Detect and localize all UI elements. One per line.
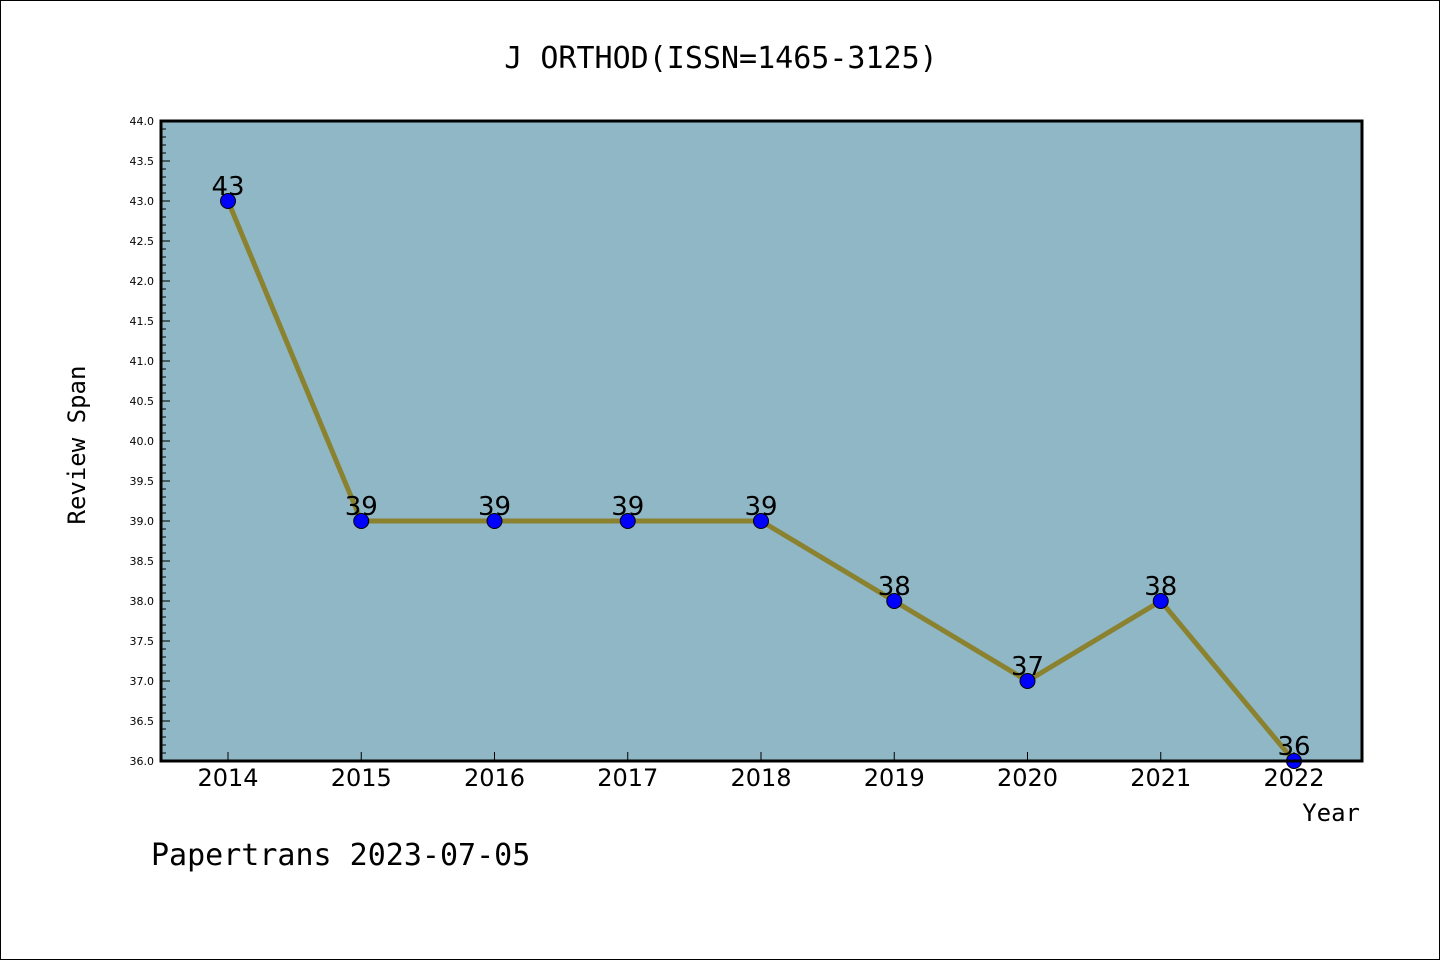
data-point xyxy=(353,513,370,529)
y-tick-label: 37.5 xyxy=(130,635,155,648)
data-label: 39 xyxy=(345,492,378,522)
y-tick-label: 38.5 xyxy=(130,555,155,568)
y-tick-label: 36.5 xyxy=(130,715,155,728)
data-label: 38 xyxy=(878,572,911,602)
y-tick-label: 43.0 xyxy=(130,195,155,208)
y-axis: 36.0 36.5 37.0 37.5 38.0 38.5 39.0 39.5 40.0 40.5… xyxy=(130,115,170,768)
plot-frame xyxy=(159,119,1364,763)
y-tick-label: 40.0 xyxy=(130,435,155,448)
footer-credit: Papertrans 2023-07-05 xyxy=(151,838,530,873)
data-point xyxy=(1152,593,1169,609)
x-axis-label: Year xyxy=(1302,799,1360,827)
data-point xyxy=(886,593,903,609)
data-label: 38 xyxy=(1144,572,1177,602)
data-point xyxy=(220,193,236,209)
y-tick-label: 39.5 xyxy=(130,475,155,488)
x-tick-label: 2014 xyxy=(197,764,258,792)
x-tick-label: 2021 xyxy=(1130,764,1191,792)
data-label: 39 xyxy=(611,492,644,522)
data-label: 37 xyxy=(1011,652,1044,682)
y-axis-label: Review Span xyxy=(63,366,91,525)
y-tick-label: 37.0 xyxy=(130,675,155,688)
y-tick-label: 36.0 xyxy=(130,755,155,768)
plot-area xyxy=(161,121,1362,761)
x-tick-label: 2018 xyxy=(730,764,791,792)
x-tick-label: 2020 xyxy=(997,764,1058,792)
x-tick-label: 2015 xyxy=(331,764,392,792)
y-tick-label: 43.5 xyxy=(130,155,155,168)
x-tick-label: 2019 xyxy=(864,764,925,792)
y-tick-label: 41.5 xyxy=(130,315,155,328)
data-label: 39 xyxy=(744,492,777,522)
x-tick-label: 2016 xyxy=(464,764,525,792)
y-tick-label: 41.0 xyxy=(130,355,155,368)
data-label: 43 xyxy=(211,172,244,202)
data-point xyxy=(1019,673,1036,689)
x-tick-label: 2017 xyxy=(597,764,658,792)
y-tick-label: 40.5 xyxy=(130,395,155,408)
y-tick-label: 39.0 xyxy=(130,515,155,528)
y-tick-label: 42.0 xyxy=(130,275,155,288)
data-label: 39 xyxy=(478,492,511,522)
data-label: 36 xyxy=(1277,732,1310,762)
data-point xyxy=(753,513,769,529)
chart-title: J ORTHOD(ISSN=1465-3125) xyxy=(504,41,937,76)
data-point xyxy=(619,513,636,529)
y-tick-label: 38.0 xyxy=(130,595,155,608)
y-tick-label: 44.0 xyxy=(130,115,155,128)
y-tick-label: 42.5 xyxy=(130,235,155,248)
data-point xyxy=(486,513,503,529)
series-group: 43 39 39 39 39 38 37 38 36 xyxy=(211,172,1311,769)
